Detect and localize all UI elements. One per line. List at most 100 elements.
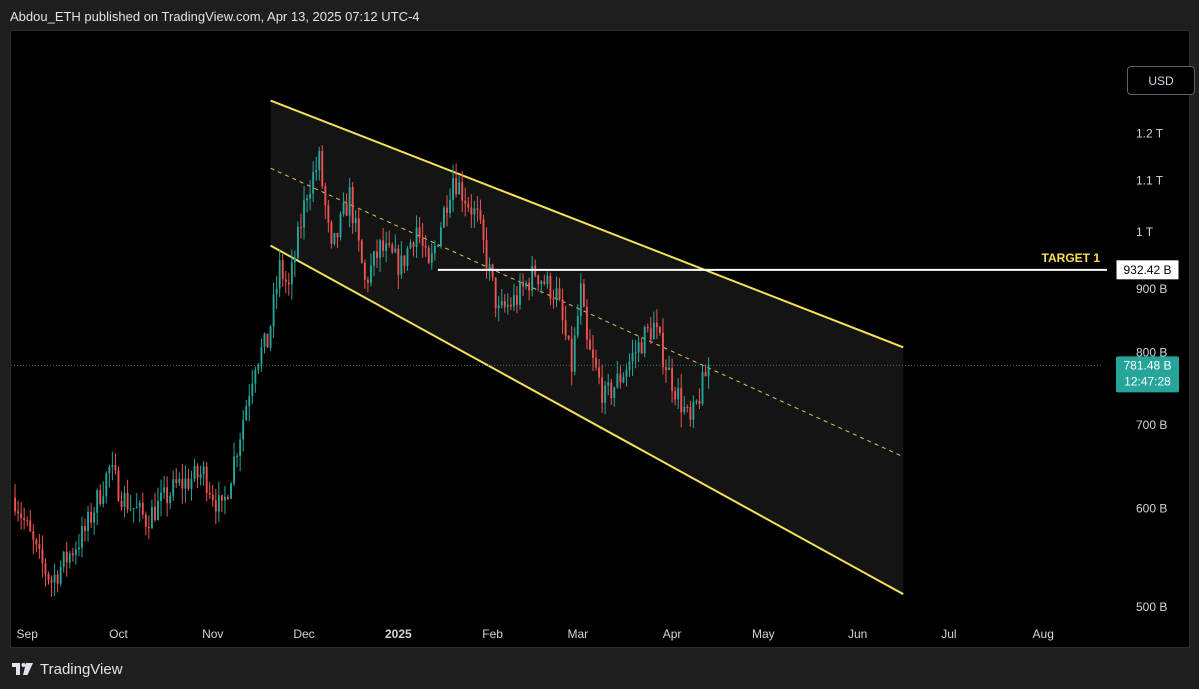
candle-body: [671, 367, 674, 392]
candle-body: [525, 282, 528, 287]
candle-body: [199, 474, 202, 478]
currency-button[interactable]: USD: [1127, 66, 1195, 95]
candle-body: [546, 275, 549, 285]
candle: [26, 516, 29, 527]
candle-body: [96, 490, 99, 513]
candle-body: [528, 282, 531, 291]
candle: [564, 305, 567, 341]
candle: [281, 254, 284, 287]
candle: [20, 502, 23, 530]
channel-lower-line: [270, 244, 904, 596]
candle-body: [300, 226, 302, 228]
candle: [643, 325, 646, 358]
candle-body: [385, 243, 388, 251]
candle: [424, 235, 427, 257]
candle-body: [552, 298, 555, 300]
candle: [658, 325, 661, 336]
candle: [558, 277, 561, 302]
candle-body: [309, 193, 312, 199]
candle: [360, 238, 363, 264]
candle: [303, 186, 305, 240]
y-tick-label: 1.2 T: [1136, 126, 1164, 140]
candle: [330, 220, 333, 249]
candle-body: [205, 466, 208, 493]
candle: [354, 209, 357, 233]
candle-body: [272, 294, 275, 327]
candle-body: [196, 465, 199, 478]
last-price-text: 781.48 B: [1123, 358, 1171, 372]
candle: [196, 463, 199, 488]
candle: [166, 476, 169, 517]
candle: [248, 384, 251, 422]
candle-body: [236, 456, 239, 458]
candle: [336, 232, 339, 248]
candle: [701, 364, 704, 406]
candle: [62, 550, 65, 573]
candle-body: [129, 508, 132, 510]
candle: [160, 479, 162, 517]
candle: [482, 214, 485, 254]
candle-body: [370, 265, 372, 283]
candle-body: [214, 500, 217, 512]
candle: [500, 288, 503, 309]
candle-body: [20, 513, 23, 518]
candle: [251, 369, 254, 404]
candle: [607, 373, 610, 396]
candle-body: [41, 549, 44, 564]
candle-body: [509, 304, 512, 307]
candle: [516, 285, 518, 314]
candle-body: [68, 553, 71, 563]
candle: [278, 250, 281, 298]
overlay-layer: TARGET 1: [11, 251, 1107, 366]
candle-body: [689, 407, 692, 420]
candle: [71, 547, 74, 562]
candle-body: [269, 326, 272, 348]
candle-body: [208, 492, 211, 495]
candle: [686, 404, 689, 413]
candle-body: [476, 208, 479, 211]
candle: [357, 207, 360, 252]
candle-body: [607, 382, 610, 386]
candle: [470, 194, 473, 228]
target-label: TARGET 1: [1042, 251, 1101, 265]
candle-body: [357, 218, 360, 241]
candle-body: [47, 573, 50, 581]
candle: [491, 263, 494, 282]
candle: [455, 163, 458, 198]
candle: [93, 506, 96, 535]
footer-brand[interactable]: TradingView: [12, 659, 123, 679]
candle: [333, 232, 336, 246]
candle-body: [680, 388, 683, 413]
candle: [634, 339, 637, 369]
candle-body: [436, 245, 439, 247]
candle-body: [400, 255, 403, 275]
candle-body: [497, 305, 500, 309]
candle: [272, 282, 275, 339]
candle-body: [567, 335, 570, 339]
candle: [290, 249, 293, 300]
candle-body: [26, 520, 29, 522]
candle: [464, 187, 467, 217]
candle: [205, 462, 208, 502]
candle-body: [184, 478, 187, 489]
candle: [102, 481, 105, 508]
candle-body: [439, 227, 442, 246]
candle: [223, 485, 226, 515]
candle: [552, 289, 555, 309]
candle-body: [93, 512, 96, 523]
candle: [649, 316, 652, 345]
candle-body: [698, 400, 701, 404]
candle-body: [421, 237, 424, 246]
candle-body: [427, 247, 430, 264]
candle: [512, 283, 515, 311]
candle-body: [704, 372, 707, 377]
candle: [443, 205, 445, 229]
candle-body: [582, 283, 585, 307]
candle: [579, 273, 582, 325]
candle: [677, 378, 680, 410]
candle-body: [707, 365, 710, 377]
candle-body: [564, 320, 567, 336]
candle-body: [132, 508, 135, 510]
